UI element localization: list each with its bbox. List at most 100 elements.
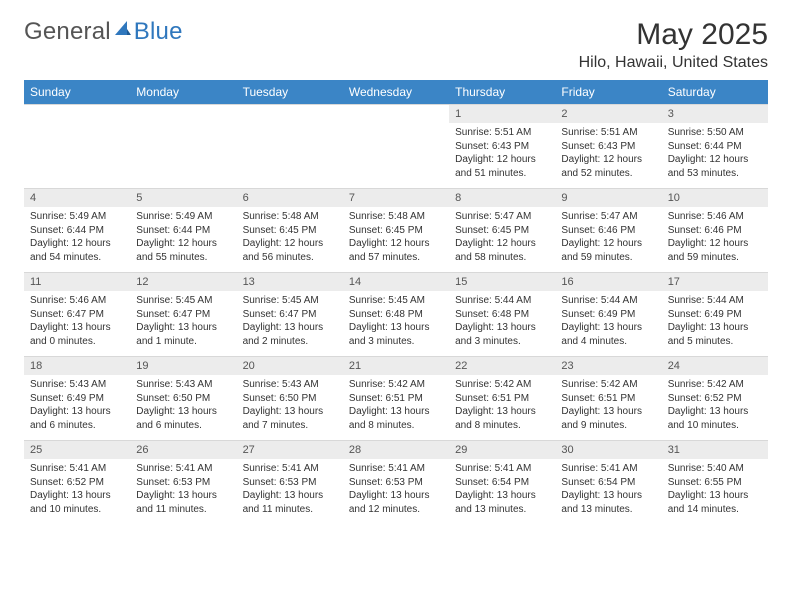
brand-word1: General	[24, 18, 111, 46]
calendar-table: SundayMondayTuesdayWednesdayThursdayFrid…	[24, 80, 768, 524]
day-number: 4	[24, 188, 130, 207]
weekday-header: Sunday	[24, 80, 130, 104]
calendar-cell: 26Sunrise: 5:41 AMSunset: 6:53 PMDayligh…	[130, 440, 236, 524]
day-details: Sunrise: 5:45 AMSunset: 6:47 PMDaylight:…	[237, 291, 343, 356]
day-details: Sunrise: 5:48 AMSunset: 6:45 PMDaylight:…	[343, 207, 449, 272]
empty-cell	[343, 104, 449, 123]
weekday-header: Thursday	[449, 80, 555, 104]
calendar-cell: 11Sunrise: 5:46 AMSunset: 6:47 PMDayligh…	[24, 272, 130, 356]
calendar-cell: 5Sunrise: 5:49 AMSunset: 6:44 PMDaylight…	[130, 188, 236, 272]
day-number: 17	[662, 272, 768, 291]
calendar-cell: 17Sunrise: 5:44 AMSunset: 6:49 PMDayligh…	[662, 272, 768, 356]
calendar-cell	[237, 104, 343, 188]
day-number: 15	[449, 272, 555, 291]
page-title: May 2025	[636, 18, 768, 52]
day-number: 30	[555, 440, 661, 459]
brand-word2: Blue	[134, 18, 183, 46]
day-number: 11	[24, 272, 130, 291]
empty-cell	[237, 104, 343, 123]
weekday-header: Friday	[555, 80, 661, 104]
calendar-week-row: 25Sunrise: 5:41 AMSunset: 6:52 PMDayligh…	[24, 440, 768, 524]
day-number: 21	[343, 356, 449, 375]
day-number: 9	[555, 188, 661, 207]
calendar-cell: 28Sunrise: 5:41 AMSunset: 6:53 PMDayligh…	[343, 440, 449, 524]
calendar-cell: 18Sunrise: 5:43 AMSunset: 6:49 PMDayligh…	[24, 356, 130, 440]
weekday-header: Monday	[130, 80, 236, 104]
day-details: Sunrise: 5:43 AMSunset: 6:49 PMDaylight:…	[24, 375, 130, 440]
day-number: 29	[449, 440, 555, 459]
day-number: 3	[662, 104, 768, 123]
calendar-cell: 4Sunrise: 5:49 AMSunset: 6:44 PMDaylight…	[24, 188, 130, 272]
calendar-cell: 24Sunrise: 5:42 AMSunset: 6:52 PMDayligh…	[662, 356, 768, 440]
day-number: 23	[555, 356, 661, 375]
calendar-week-row: 1Sunrise: 5:51 AMSunset: 6:43 PMDaylight…	[24, 104, 768, 188]
day-number: 1	[449, 104, 555, 123]
calendar-cell: 20Sunrise: 5:43 AMSunset: 6:50 PMDayligh…	[237, 356, 343, 440]
day-number: 5	[130, 188, 236, 207]
day-details: Sunrise: 5:44 AMSunset: 6:49 PMDaylight:…	[555, 291, 661, 356]
calendar-cell: 14Sunrise: 5:45 AMSunset: 6:48 PMDayligh…	[343, 272, 449, 356]
day-details: Sunrise: 5:49 AMSunset: 6:44 PMDaylight:…	[130, 207, 236, 272]
empty-cell	[130, 104, 236, 123]
day-number: 24	[662, 356, 768, 375]
day-number: 2	[555, 104, 661, 123]
calendar-cell: 9Sunrise: 5:47 AMSunset: 6:46 PMDaylight…	[555, 188, 661, 272]
day-details: Sunrise: 5:41 AMSunset: 6:53 PMDaylight:…	[237, 459, 343, 524]
calendar-cell: 25Sunrise: 5:41 AMSunset: 6:52 PMDayligh…	[24, 440, 130, 524]
day-number: 13	[237, 272, 343, 291]
day-details: Sunrise: 5:41 AMSunset: 6:52 PMDaylight:…	[24, 459, 130, 524]
day-number: 28	[343, 440, 449, 459]
brand-sail-icon	[113, 18, 133, 46]
day-number: 20	[237, 356, 343, 375]
calendar-cell	[343, 104, 449, 188]
day-details: Sunrise: 5:41 AMSunset: 6:53 PMDaylight:…	[343, 459, 449, 524]
day-details: Sunrise: 5:51 AMSunset: 6:43 PMDaylight:…	[449, 123, 555, 188]
day-number: 10	[662, 188, 768, 207]
calendar-cell: 31Sunrise: 5:40 AMSunset: 6:55 PMDayligh…	[662, 440, 768, 524]
day-number: 8	[449, 188, 555, 207]
calendar-cell: 10Sunrise: 5:46 AMSunset: 6:46 PMDayligh…	[662, 188, 768, 272]
calendar-cell: 13Sunrise: 5:45 AMSunset: 6:47 PMDayligh…	[237, 272, 343, 356]
calendar-cell: 8Sunrise: 5:47 AMSunset: 6:45 PMDaylight…	[449, 188, 555, 272]
calendar-cell: 23Sunrise: 5:42 AMSunset: 6:51 PMDayligh…	[555, 356, 661, 440]
day-number: 27	[237, 440, 343, 459]
calendar-cell: 19Sunrise: 5:43 AMSunset: 6:50 PMDayligh…	[130, 356, 236, 440]
day-details: Sunrise: 5:51 AMSunset: 6:43 PMDaylight:…	[555, 123, 661, 188]
calendar-cell: 27Sunrise: 5:41 AMSunset: 6:53 PMDayligh…	[237, 440, 343, 524]
weekday-header: Wednesday	[343, 80, 449, 104]
calendar-cell: 3Sunrise: 5:50 AMSunset: 6:44 PMDaylight…	[662, 104, 768, 188]
calendar-cell: 2Sunrise: 5:51 AMSunset: 6:43 PMDaylight…	[555, 104, 661, 188]
brand-logo: General Blue	[24, 18, 183, 46]
weekday-header: Saturday	[662, 80, 768, 104]
calendar-cell: 6Sunrise: 5:48 AMSunset: 6:45 PMDaylight…	[237, 188, 343, 272]
day-number: 25	[24, 440, 130, 459]
calendar-cell: 7Sunrise: 5:48 AMSunset: 6:45 PMDaylight…	[343, 188, 449, 272]
day-number: 26	[130, 440, 236, 459]
day-number: 22	[449, 356, 555, 375]
day-details: Sunrise: 5:46 AMSunset: 6:47 PMDaylight:…	[24, 291, 130, 356]
calendar-cell	[130, 104, 236, 188]
day-number: 14	[343, 272, 449, 291]
calendar-cell	[24, 104, 130, 188]
day-number: 19	[130, 356, 236, 375]
day-number: 12	[130, 272, 236, 291]
calendar-body: 1Sunrise: 5:51 AMSunset: 6:43 PMDaylight…	[24, 104, 768, 524]
empty-cell	[24, 104, 130, 123]
calendar-cell: 1Sunrise: 5:51 AMSunset: 6:43 PMDaylight…	[449, 104, 555, 188]
day-details: Sunrise: 5:44 AMSunset: 6:48 PMDaylight:…	[449, 291, 555, 356]
location-subtitle: Hilo, Hawaii, United States	[24, 54, 768, 72]
day-details: Sunrise: 5:42 AMSunset: 6:52 PMDaylight:…	[662, 375, 768, 440]
calendar-cell: 12Sunrise: 5:45 AMSunset: 6:47 PMDayligh…	[130, 272, 236, 356]
calendar-week-row: 4Sunrise: 5:49 AMSunset: 6:44 PMDaylight…	[24, 188, 768, 272]
day-details: Sunrise: 5:48 AMSunset: 6:45 PMDaylight:…	[237, 207, 343, 272]
day-details: Sunrise: 5:42 AMSunset: 6:51 PMDaylight:…	[555, 375, 661, 440]
day-details: Sunrise: 5:50 AMSunset: 6:44 PMDaylight:…	[662, 123, 768, 188]
day-details: Sunrise: 5:41 AMSunset: 6:54 PMDaylight:…	[449, 459, 555, 524]
day-number: 18	[24, 356, 130, 375]
day-details: Sunrise: 5:42 AMSunset: 6:51 PMDaylight:…	[449, 375, 555, 440]
calendar-cell: 22Sunrise: 5:42 AMSunset: 6:51 PMDayligh…	[449, 356, 555, 440]
calendar-cell: 29Sunrise: 5:41 AMSunset: 6:54 PMDayligh…	[449, 440, 555, 524]
day-details: Sunrise: 5:47 AMSunset: 6:46 PMDaylight:…	[555, 207, 661, 272]
day-number: 31	[662, 440, 768, 459]
day-details: Sunrise: 5:46 AMSunset: 6:46 PMDaylight:…	[662, 207, 768, 272]
